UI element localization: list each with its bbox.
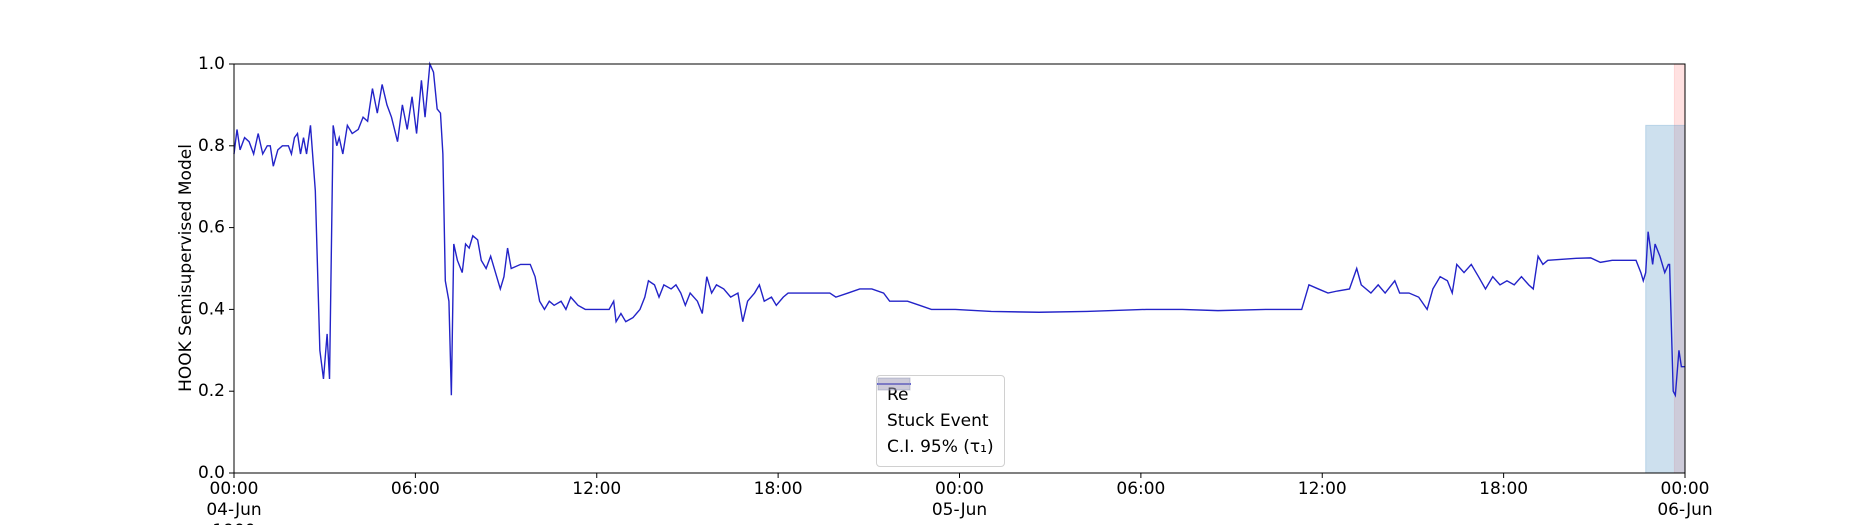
- legend-entry: Stuck Event: [877, 377, 994, 434]
- x-tick-label: 00:00 04-Jun 1900: [206, 479, 262, 525]
- legend-label: Stuck Event: [887, 411, 989, 431]
- y-tick-label: 0.4: [198, 299, 225, 319]
- y-tick-label: 0.8: [198, 136, 225, 156]
- legend-label: Re: [887, 385, 909, 405]
- legend-entry: Re: [877, 382, 994, 408]
- span: [1645, 124, 1686, 474]
- y-axis-label: HOOK Semisupervised Model: [176, 144, 196, 392]
- legend-entry: C.I. 95% (τ₁): [877, 377, 994, 460]
- x-tick-label: 18:00: [753, 479, 803, 499]
- legend-swatch: [877, 377, 911, 391]
- x-tick-label: 06:00: [1116, 479, 1166, 499]
- legend-patch: [877, 377, 911, 391]
- x-tick-label: 12:00: [1297, 479, 1347, 499]
- y-tick-label: 1.0: [198, 54, 225, 74]
- legend: Re Stuck Event C.I. 95% (τ₁): [876, 375, 1005, 467]
- x-tick-label: 12:00: [572, 479, 622, 499]
- y-tick-label: 0.0: [198, 463, 225, 483]
- legend-patch: [877, 377, 911, 391]
- line: [233, 61, 1685, 398]
- x-tick-label: 00:00 06-Jun: [1657, 479, 1713, 520]
- x-tick-label: 00:00 05-Jun: [931, 479, 988, 520]
- y-tick-label: 0.6: [198, 218, 225, 238]
- y-tick-label: 0.2: [198, 381, 225, 401]
- x-tick-label: 06:00: [390, 479, 440, 499]
- legend-swatch: [877, 383, 911, 385]
- legend-label: C.I. 95% (τ₁): [887, 437, 994, 457]
- legend-swatch: [877, 377, 911, 391]
- x-tick-label: 18:00: [1479, 479, 1529, 499]
